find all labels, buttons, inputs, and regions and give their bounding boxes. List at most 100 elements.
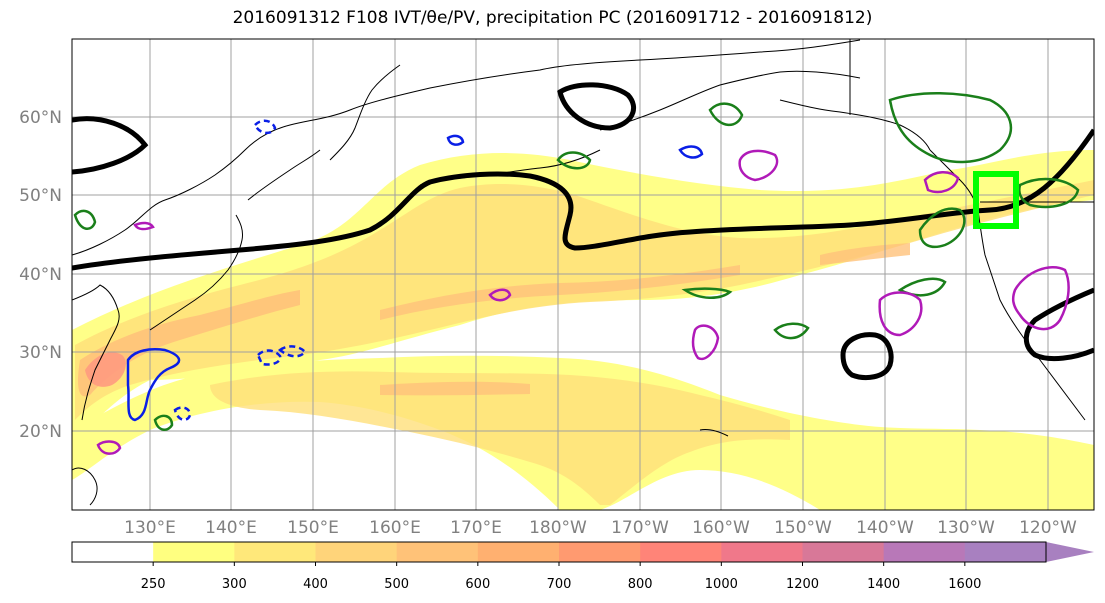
ivt-band-mid-south bbox=[210, 371, 790, 505]
lon-label-150w: 150°W bbox=[774, 518, 832, 538]
coast-korea-china bbox=[72, 284, 120, 421]
colorbar-swatch bbox=[477, 542, 560, 562]
colorbar-swatch bbox=[72, 542, 154, 562]
pv-green-2 bbox=[556, 151, 592, 170]
colorbar-tick-label: 400 bbox=[303, 577, 328, 592]
colorbar-tick-label: 500 bbox=[384, 577, 409, 592]
colorbar-tick-label: 1000 bbox=[705, 577, 738, 592]
colorbar: 250 300 400 500 600 700 800 1000 1200 1400 1600 bbox=[71, 541, 1094, 592]
pv-green-10 bbox=[773, 322, 810, 340]
coastlines bbox=[72, 39, 1094, 506]
lon-label-130w: 130°W bbox=[937, 518, 995, 538]
colorbar-swatch bbox=[640, 542, 722, 562]
lon-label-140w: 140°W bbox=[856, 518, 914, 538]
lon-label-120w: 120°W bbox=[1019, 518, 1077, 538]
ivt-shading bbox=[72, 150, 1094, 510]
lat-label-40: 40°N bbox=[19, 265, 62, 285]
colorbar-swatch bbox=[802, 542, 885, 562]
colorbar-swatch bbox=[883, 542, 966, 562]
colorbar-swatch bbox=[153, 542, 235, 562]
lon-label-170e: 170°E bbox=[450, 518, 502, 538]
pv-magenta-2 bbox=[691, 324, 720, 361]
colorbar-tick-label: 600 bbox=[465, 577, 490, 592]
ivt-core-2 bbox=[380, 265, 740, 320]
coast-alaska bbox=[599, 70, 861, 131]
pv-contours bbox=[73, 91, 1080, 455]
longitude-labels: 130°E 140°E 150°E 160°E 170°E 180°W 170°… bbox=[124, 518, 1077, 538]
coast-kuril bbox=[247, 149, 321, 201]
colorbar-extend-arrow bbox=[1046, 542, 1094, 562]
colorbar-tick-label: 1200 bbox=[786, 577, 819, 592]
coast-japan bbox=[149, 214, 243, 331]
theta-e-nw bbox=[72, 116, 149, 175]
latitude-labels: 60°N 50°N 40°N 30°N 20°N bbox=[19, 108, 62, 442]
ivt-core-3 bbox=[380, 381, 530, 396]
pv-magenta-8 bbox=[133, 221, 155, 231]
pv-blue-japan bbox=[126, 348, 181, 422]
theta-e-north bbox=[557, 82, 636, 131]
lat-label-50: 50°N bbox=[19, 186, 62, 206]
colorbar-swatch bbox=[721, 542, 803, 562]
colorbar-tick-label: 300 bbox=[222, 577, 247, 592]
ivt-peak bbox=[85, 352, 126, 387]
pv-green-1 bbox=[73, 209, 97, 230]
pv-magenta-6 bbox=[488, 288, 512, 302]
colorbar-labels: 250 300 400 500 600 700 800 1000 1200 1400 1600 bbox=[141, 562, 981, 592]
pv-magenta-5 bbox=[923, 171, 960, 194]
coast-kamchatka bbox=[329, 64, 401, 161]
colorbar-swatch bbox=[396, 542, 479, 562]
pv-green-3 bbox=[708, 102, 744, 127]
lon-label-160e: 160°E bbox=[369, 518, 421, 538]
lon-label-160w: 160°W bbox=[692, 518, 750, 538]
colorbar-tick-label: 800 bbox=[628, 577, 653, 592]
map-frame bbox=[71, 38, 1095, 511]
ivt-core-1 bbox=[78, 290, 300, 397]
colorbar-tick-label: 250 bbox=[141, 577, 166, 592]
colorbar-swatches bbox=[72, 542, 1047, 562]
pv-blue-small-4 bbox=[253, 119, 277, 135]
pv-green-6 bbox=[1018, 177, 1080, 209]
lat-label-60: 60°N bbox=[19, 108, 62, 128]
coast-north-america bbox=[929, 149, 1086, 421]
pv-magenta-1 bbox=[738, 149, 779, 182]
pv-green-9 bbox=[153, 414, 174, 431]
pv-blue-small-1 bbox=[256, 349, 282, 366]
pv-blue-small-6 bbox=[678, 145, 704, 159]
lon-label-180: 180°W bbox=[529, 518, 587, 538]
theta-e-east bbox=[1023, 287, 1094, 362]
pv-magenta-7 bbox=[96, 440, 122, 455]
colorbar-swatch bbox=[315, 542, 398, 562]
colorbar-swatch bbox=[559, 542, 641, 562]
gridlines bbox=[72, 39, 1094, 510]
lat-label-20: 20°N bbox=[19, 422, 62, 442]
coast-philippines bbox=[72, 467, 98, 506]
lon-label-140e: 140°E bbox=[205, 518, 257, 538]
lon-label-170w: 170°W bbox=[611, 518, 669, 538]
lat-label-30: 30°N bbox=[19, 343, 62, 363]
pv-magenta-3 bbox=[878, 291, 923, 337]
colorbar-swatch bbox=[234, 542, 316, 562]
pv-blue-small-3 bbox=[173, 406, 192, 421]
theta-e-contours bbox=[72, 82, 1094, 380]
colorbar-tick-label: 1600 bbox=[948, 577, 981, 592]
theta-e-main bbox=[72, 128, 1094, 271]
pv-blue-small-5 bbox=[446, 134, 465, 146]
coast-gulf-alaska bbox=[779, 99, 931, 151]
pv-blue-small-2 bbox=[277, 345, 307, 358]
target-region-box bbox=[973, 171, 1019, 229]
pv-green-5 bbox=[918, 207, 966, 249]
theta-e-loop bbox=[840, 332, 894, 380]
pv-green-4 bbox=[888, 91, 1012, 164]
pv-green-7 bbox=[681, 287, 733, 299]
lon-label-130e: 130°E bbox=[124, 518, 176, 538]
figure-title: 2016091312 F108 IVT/θe/PV, precipitation… bbox=[232, 8, 873, 28]
pv-magenta-4 bbox=[1011, 265, 1070, 331]
ivt-band-mid bbox=[75, 180, 1094, 420]
coast-hawaii bbox=[699, 429, 729, 437]
lon-label-150e: 150°E bbox=[287, 518, 339, 538]
colorbar-tick-label: 700 bbox=[547, 577, 572, 592]
coast-asia bbox=[72, 39, 861, 256]
colorbar-tick-label: 1400 bbox=[867, 577, 900, 592]
colorbar-swatch bbox=[964, 542, 1047, 562]
